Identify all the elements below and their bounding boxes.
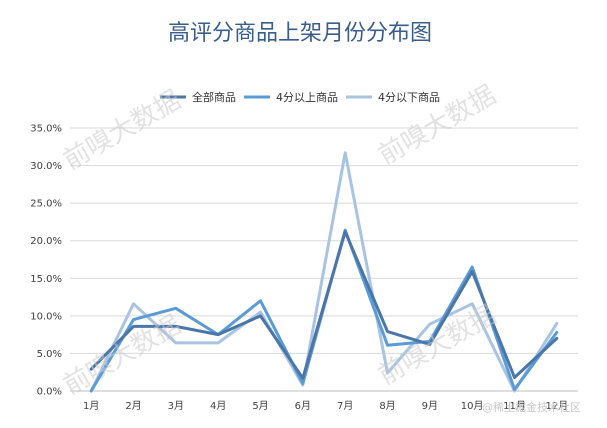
y-tick-label: 25.0% <box>30 199 62 210</box>
y-tick-label: 35.0% <box>30 124 62 135</box>
chart-title: 高评分商品上架月份分布图 <box>168 21 432 46</box>
y-tick-label: 20.0% <box>30 236 62 247</box>
x-tick-label: 3月 <box>168 400 184 412</box>
x-tick-label: 4月 <box>210 400 226 412</box>
x-tick-label: 11月 <box>503 400 526 412</box>
legend-label: 4分以上商品 <box>276 90 338 104</box>
y-tick-label: 30.0% <box>30 161 62 172</box>
series-line-1 <box>89 230 559 380</box>
x-tick-label: 1月 <box>83 400 99 412</box>
x-tick-label: 6月 <box>295 400 311 412</box>
series-lines <box>89 151 559 393</box>
y-tick-label: 10.0% <box>30 311 62 322</box>
y-axis-ticks: 0.0% 5.0% 10.0% 15.0% 20.0% 25.0% 30.0% 35.0% <box>30 124 62 398</box>
y-tick-label: 0.0% <box>37 387 62 398</box>
x-tick-label: 7月 <box>337 400 353 412</box>
series-line-3 <box>89 151 559 393</box>
gridlines <box>70 127 578 392</box>
x-tick-label: 12月 <box>545 400 568 412</box>
watermark-text: 前嗅大数据 <box>59 85 187 176</box>
legend-label: 4分以下商品 <box>378 90 440 104</box>
x-tick-label: 9月 <box>422 400 438 412</box>
x-tick-label: 2月 <box>125 400 141 412</box>
x-axis-ticks: 1月 2月 3月 4月 5月 6月 7月 8月 9月 10月 11月 12月 <box>83 400 568 412</box>
y-tick-label: 15.0% <box>30 274 62 285</box>
x-tick-label: 8月 <box>379 400 395 412</box>
y-tick-label: 5.0% <box>37 349 62 360</box>
legend: 全部商品 4分以上商品 4分以下商品 <box>160 90 440 104</box>
legend-label: 全部商品 <box>192 90 236 104</box>
footer-watermark: @稀土掘金技术社区 <box>482 400 581 414</box>
x-tick-label: 5月 <box>252 400 268 412</box>
x-tick-label: 10月 <box>461 400 484 412</box>
